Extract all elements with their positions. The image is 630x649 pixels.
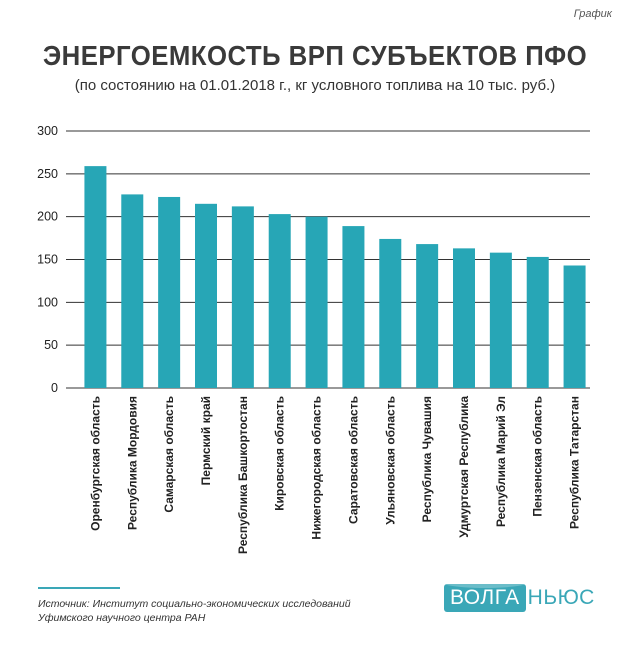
source-note: Источник: Институт социально-экономическ… [38, 597, 351, 625]
bar [305, 216, 328, 388]
y-tick-label: 150 [37, 253, 58, 267]
x-tick-label: Удмуртская Республика [457, 396, 471, 538]
x-tick-label: Республика Мордовия [125, 396, 139, 530]
bar [526, 256, 549, 388]
x-tick-label: Республика Татарстан [568, 396, 582, 529]
x-tick-label: Ульяновская область [383, 396, 397, 525]
y-tick-label: 0 [51, 381, 58, 395]
category-tag: График [573, 8, 612, 20]
bar [84, 166, 107, 388]
bar [121, 194, 144, 388]
y-tick-label: 50 [44, 338, 58, 352]
bar [158, 196, 181, 388]
bar [195, 203, 217, 388]
bar-chart: 0 50 100 150 200 250 300 Оренбургская область Ре… [37, 124, 590, 554]
x-tick-label: Саратовская область [346, 396, 360, 524]
x-tick-label: Нижегородская область [310, 396, 324, 540]
x-tick-label: Республика Чувашия [420, 396, 434, 522]
x-tick-label: Республика Марий Эл [494, 396, 508, 527]
x-tick-label: Кировская область [273, 396, 287, 511]
bar [453, 248, 475, 388]
chart-subtitle: (по состоянию на 01.01.2018 г., кг услов… [74, 77, 556, 94]
y-tick-label: 250 [37, 167, 58, 181]
bar [342, 226, 365, 388]
brand-logo[interactable]: ВОЛГА НЬЮС [444, 583, 595, 613]
y-tick-label: 100 [37, 295, 58, 309]
x-tick-label: Республика Башкортостан [236, 396, 250, 554]
footer-divider [38, 587, 120, 589]
source-line-2: Уфимского научного центра РАН [38, 612, 206, 624]
x-tick-label: Оренбургская область [88, 396, 102, 531]
chart-title: ЭНЕРГОЕМКОСТЬ ВРП СУБЪЕКТОВ ПФО [42, 40, 588, 71]
logo-part-2: НЬЮС [527, 586, 595, 609]
y-tick-label: 200 [37, 210, 58, 224]
bar [268, 214, 291, 388]
bar [416, 244, 439, 388]
bar [231, 206, 254, 388]
x-tick-label: Самарская область [162, 396, 176, 513]
bar [563, 265, 586, 388]
bar [489, 252, 512, 388]
logo-part-1: ВОЛГА [444, 584, 526, 612]
source-line-1: Источник: Институт социально-экономическ… [38, 598, 351, 610]
bar [379, 238, 402, 388]
y-tick-label: 300 [37, 124, 58, 138]
x-tick-label: Пензенская область [531, 396, 545, 517]
x-tick-label: Пермский край [199, 396, 213, 485]
